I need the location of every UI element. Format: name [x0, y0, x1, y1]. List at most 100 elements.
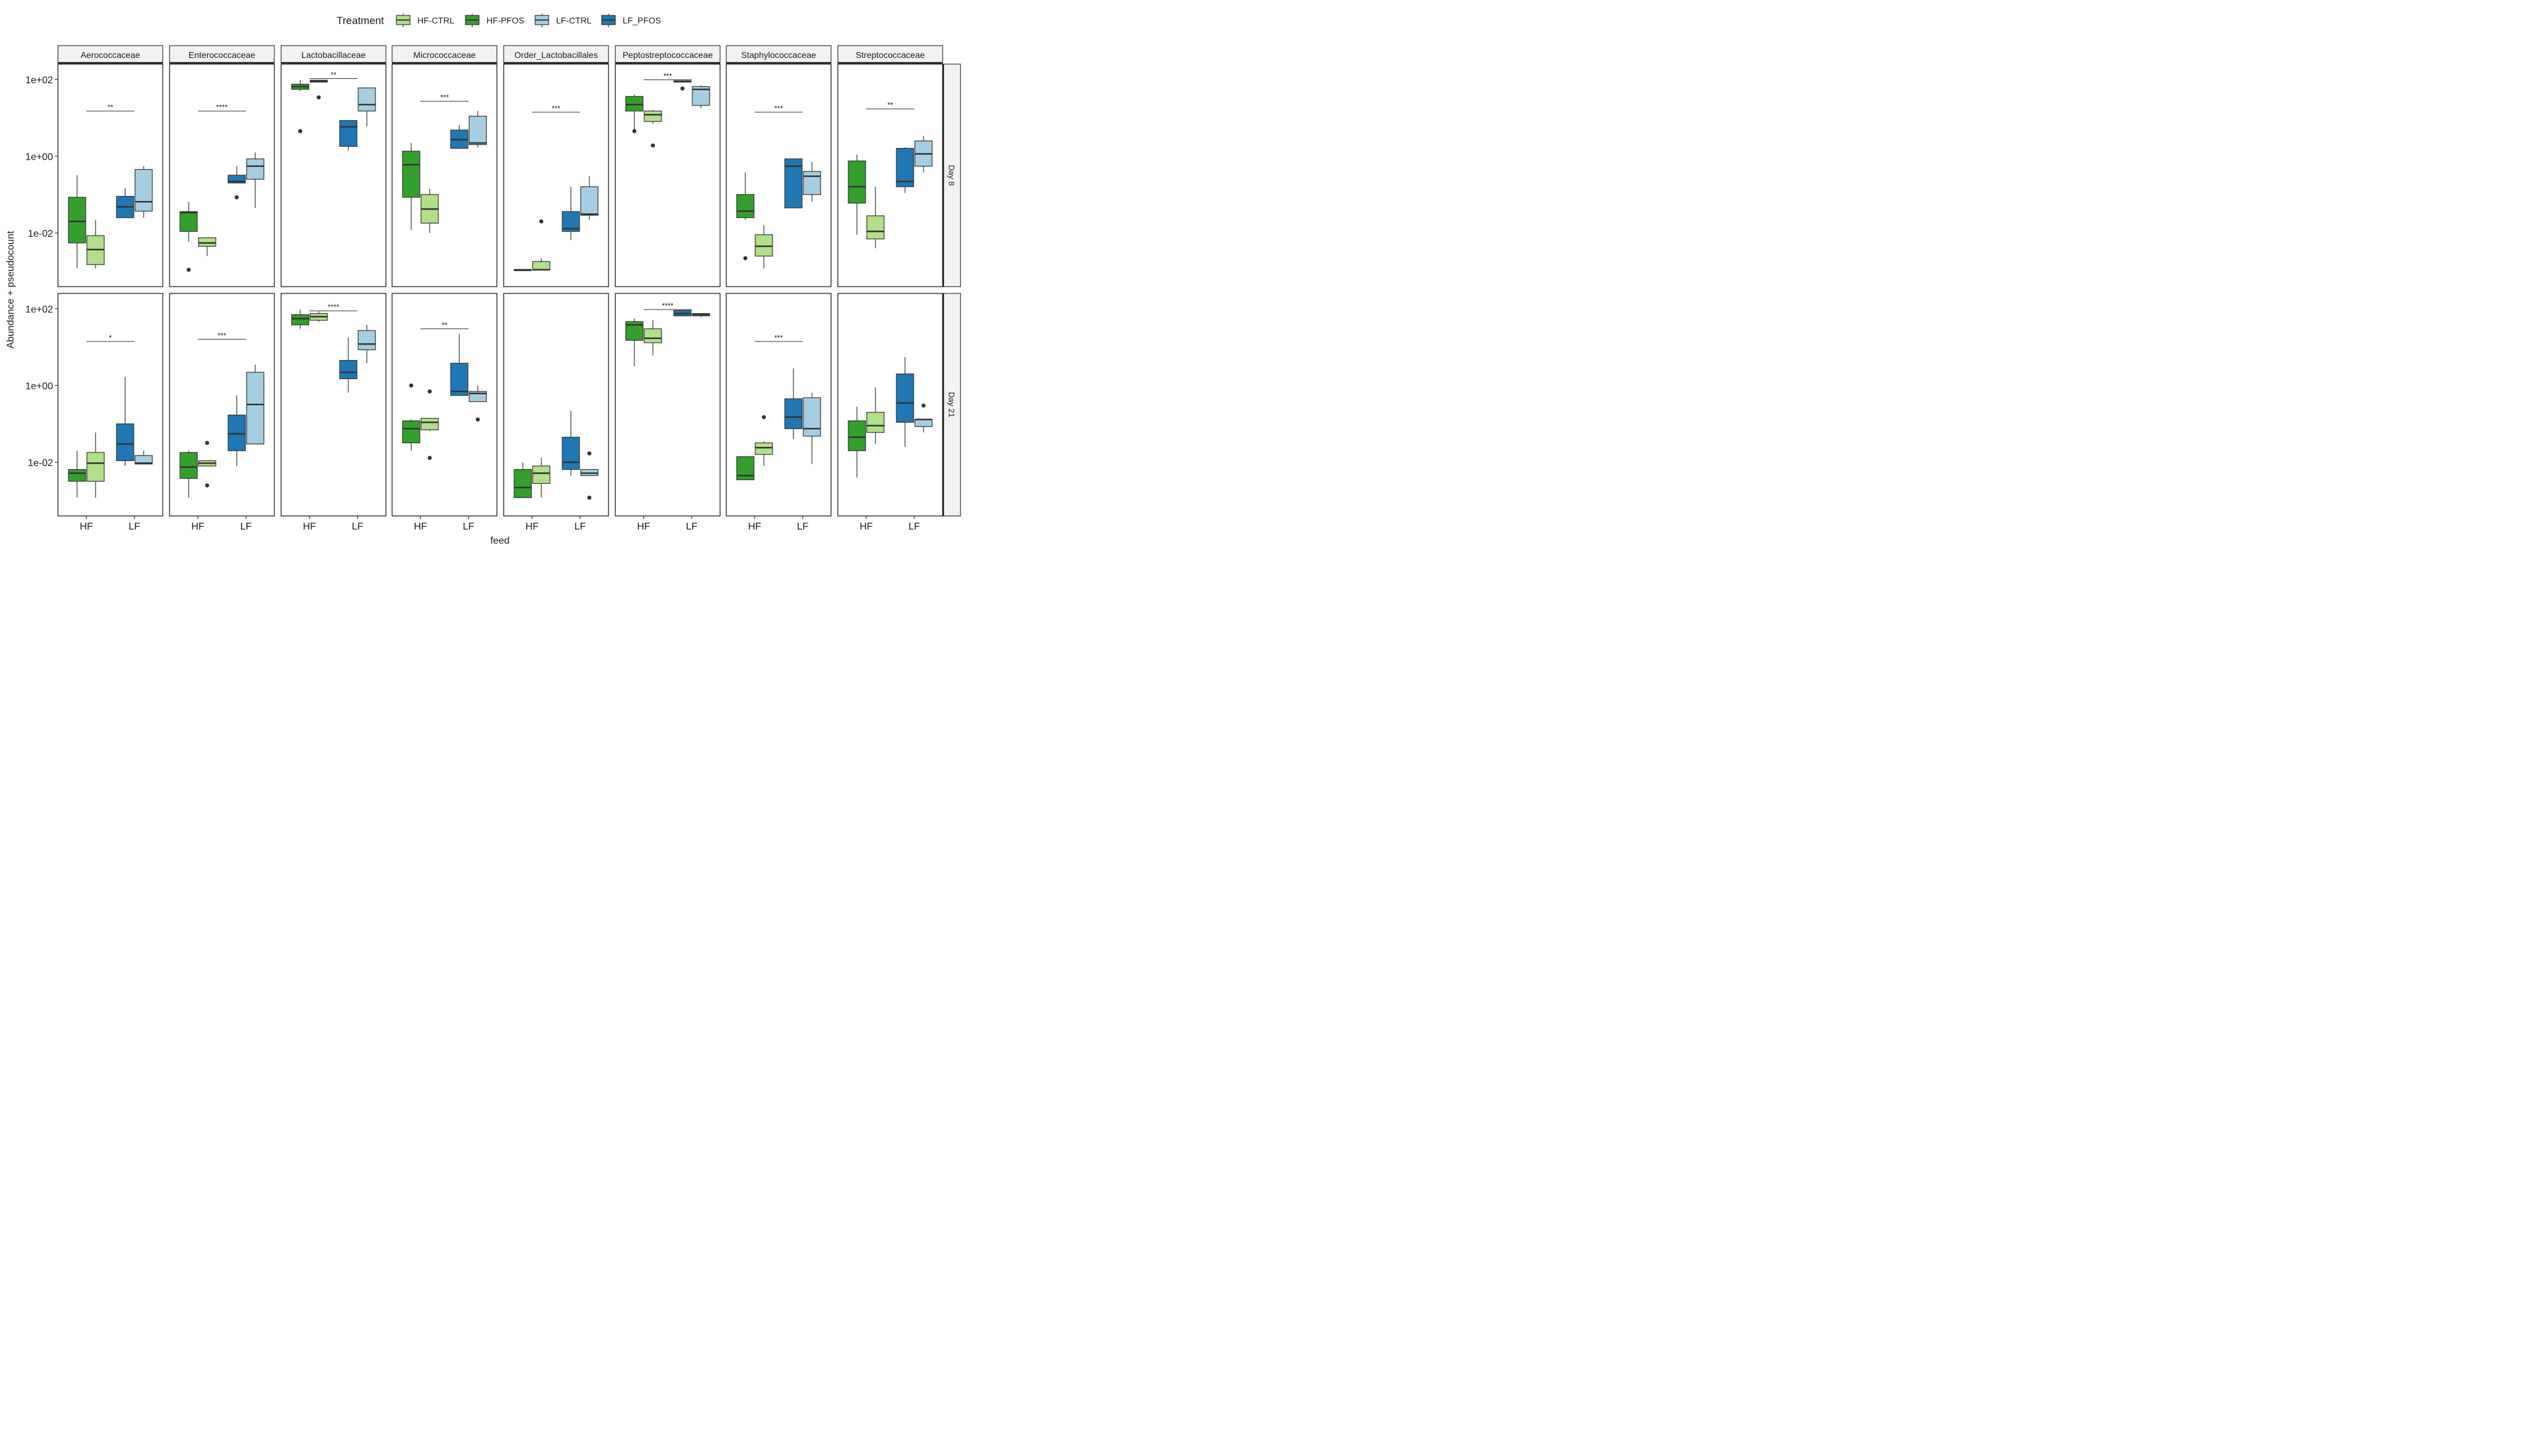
box-lf-ctrl [692, 313, 710, 317]
significance-label: **** [216, 103, 228, 112]
x-tick-label: LF [463, 521, 475, 532]
box-hf-ctrl [86, 432, 105, 498]
row-strips: Day 8 Day 21 [942, 63, 961, 517]
box-lf-pfos [339, 120, 358, 151]
box-hf-pfos [291, 309, 309, 329]
box-body [358, 88, 376, 112]
x-tick-label: HF [859, 521, 873, 532]
panel-staphylococcaceae-day-8: *** [726, 63, 832, 287]
box-lf-pfos [450, 333, 469, 396]
box-lf-ctrl [134, 451, 153, 465]
box-body [896, 374, 914, 423]
column-strips: Aerococcaceae Enterococcaceae Lactobacilla… [57, 45, 943, 64]
box-hf-pfos [736, 456, 755, 480]
strip-label: Micrococcaceae [413, 50, 475, 60]
box-body [246, 158, 264, 180]
box-body [358, 330, 376, 351]
y-axis-day-8: 1e-02 1e+00 1e+02 [25, 75, 58, 239]
box-hf-ctrl [309, 311, 328, 322]
significance-label: ** [330, 70, 337, 79]
panel-aerococcaceae-day-8: ** [57, 63, 163, 287]
x-axis-lactobacillaceae: HF LF [303, 516, 364, 532]
box-lf-pfos [673, 80, 692, 91]
x-axis-order_lactobacillales: HF LF [525, 516, 586, 532]
row-strip-day-21: Day 21 [942, 293, 961, 517]
strip-streptococcaceae: Streptococcaceae [837, 45, 943, 64]
box-body [784, 398, 803, 430]
y-tick-label: 1e+00 [25, 381, 53, 391]
strip-staphylococcaceae: Staphylococcaceae [726, 45, 832, 64]
panel-frame [503, 63, 609, 287]
box-lf-ctrl [803, 393, 821, 464]
box-body [339, 120, 358, 147]
legend-label: LF_PFOS [623, 15, 661, 25]
x-tick-label: HF [525, 521, 539, 532]
outlier-point [743, 256, 748, 261]
outlier-point [205, 441, 210, 445]
strip-label: Streptococcaceae [856, 50, 925, 60]
box-lf-ctrl [914, 403, 933, 433]
box-body [179, 452, 198, 479]
strip-micrococcaceae: Micrococcaceae [391, 45, 498, 64]
x-axes: HF LF HF LF HF LF HF LF HF LF HF LF HF LF HF LF [80, 516, 920, 532]
y-axis-day-21: 1e-02 1e+00 1e+02 [25, 305, 58, 468]
strip-label: Order_Lactobacillales [514, 50, 597, 60]
box-body [246, 372, 264, 444]
outlier-point [427, 389, 432, 394]
panel-staphylococcaceae-day-21: *** [726, 293, 832, 517]
legend-label: LF-CTRL [556, 15, 592, 25]
strip-label: Lactobacillaceae [301, 50, 366, 60]
panel-frame [57, 293, 163, 517]
x-axis-peptostreptococcaceae: HF LF [637, 516, 698, 532]
box-body [402, 150, 420, 198]
box-hf-pfos [514, 462, 532, 498]
box-lf-ctrl [358, 324, 376, 364]
panel-lactobacillaceae-day-21: **** [281, 293, 387, 517]
box-hf-pfos [514, 269, 532, 271]
box-lf-ctrl [469, 385, 487, 422]
x-tick-label: LF [575, 521, 586, 532]
significance-label: ** [107, 103, 113, 112]
x-tick-label: LF [129, 521, 141, 532]
box-lf-ctrl [469, 111, 487, 148]
box-lf-pfos [896, 147, 914, 194]
box-lf-pfos [784, 158, 803, 208]
box-body [866, 215, 885, 240]
strip-order_lactobacillales: Order_Lactobacillales [503, 45, 609, 64]
box-body [532, 465, 551, 484]
box-body [644, 328, 662, 343]
outlier-point [680, 86, 685, 91]
box-body [736, 194, 755, 218]
box-body [848, 160, 866, 204]
y-tick-label: 1e-02 [28, 458, 53, 468]
box-hf-pfos [625, 94, 644, 133]
box-hf-pfos [179, 451, 198, 498]
strip-label: Peptostreptococcaceae [623, 50, 713, 60]
faceted-boxplot-chart: Treatment HF-CTRL HF-PFOS LF-CTRL LF_PFOS Ae… [6, 14, 961, 546]
legend-key-hf-pfos [465, 14, 480, 27]
x-axis-staphylococcaceae: HF LF [748, 516, 809, 532]
box-body [532, 261, 551, 271]
x-tick-label: HF [637, 521, 650, 532]
legend-key-lf-pfos [601, 14, 616, 27]
box-lf-pfos [227, 166, 246, 200]
box-lf-ctrl [246, 364, 264, 444]
box-body [803, 397, 821, 437]
significance-label: ** [441, 321, 448, 329]
outlier-point [921, 403, 926, 408]
box-lf-ctrl [692, 85, 710, 108]
outlier-point [234, 195, 239, 200]
significance-label: *** [774, 333, 783, 342]
x-tick-label: LF [352, 521, 364, 532]
box-hf-ctrl [309, 80, 328, 100]
box-lf-pfos [116, 187, 134, 218]
significance-label: ** [887, 101, 893, 110]
box-lf-ctrl [358, 88, 376, 126]
x-tick-label: HF [80, 521, 93, 532]
outlier-point [539, 219, 544, 224]
box-hf-ctrl [644, 110, 662, 148]
strip-aerococcaceae: Aerococcaceae [57, 45, 163, 64]
box-hf-pfos [848, 154, 866, 235]
box-body [450, 362, 469, 396]
outlier-point [632, 129, 637, 133]
